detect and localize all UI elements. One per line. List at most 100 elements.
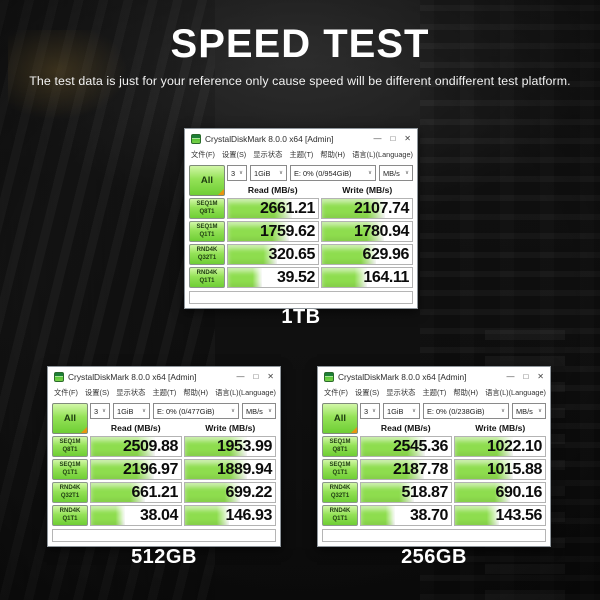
write-column-header: Write (MB/s) [475,423,526,433]
result-bar [185,483,240,502]
result-bar [228,199,293,218]
maximize-button[interactable]: □ [523,371,529,381]
minimize-button[interactable]: — [506,371,515,381]
test-type-line1: SEQ1M [59,461,81,468]
all-tests-button[interactable]: All [189,165,225,196]
close-button[interactable]: ✕ [267,371,274,381]
test-type-button[interactable]: SEQ1M Q8T1 [322,436,358,457]
chevron-down-icon: ∨ [537,408,542,414]
page-title: SPEED TEST [170,22,430,66]
menu-file[interactable]: 文件(F) [54,388,78,397]
result-row-rnd4k-q1t1: RND4K Q1T1 38.70 143.56 [322,505,546,526]
crystaldiskmark-window-512gb: CrystalDiskMark 8.0.0 x64 [Admin] — □ ✕ … [47,366,281,547]
test-type-button[interactable]: SEQ1M Q1T1 [189,221,225,242]
menu-file[interactable]: 文件(F) [324,388,348,397]
test-type-button[interactable]: RND4K Q1T1 [322,505,358,526]
test-type-line2: Q1T1 [62,469,78,476]
test-type-button[interactable]: RND4K Q32T1 [52,482,88,503]
window-title: CrystalDiskMark 8.0.0 x64 [Admin] [205,133,334,144]
all-tests-button[interactable]: All [322,403,358,434]
status-bar [52,529,276,542]
test-size-select[interactable]: 1GiB ∨ [250,165,287,181]
menu-help[interactable]: 帮助(H) [183,388,209,397]
read-result-cell: 518.87 [360,482,452,503]
chevron-down-icon: ∨ [411,408,416,414]
test-type-button[interactable]: SEQ1M Q8T1 [52,436,88,457]
maximize-button[interactable]: □ [253,371,259,381]
result-row-seq1m-q1t1: SEQ1M Q1T1 2187.78 1015.88 [322,459,546,480]
menu-language[interactable]: 语言(L)(Language) [215,388,276,397]
test-size-select[interactable]: 1GiB ∨ [113,403,150,419]
test-type-button[interactable]: RND4K Q32T1 [322,482,358,503]
drive-select[interactable]: E: 0% (0/238GiB) ∨ [423,403,509,419]
menu-theme[interactable]: 主题(T) [422,388,447,397]
write-value: 1953.99 [216,437,272,455]
close-button[interactable]: ✕ [404,133,411,143]
test-count-select[interactable]: 3 ∨ [90,403,110,419]
result-bar [91,460,154,479]
result-bar [185,506,229,525]
maximize-button[interactable]: □ [390,133,396,143]
read-result-cell: 38.04 [90,505,182,526]
test-type-button[interactable]: RND4K Q1T1 [52,505,88,526]
result-bar [91,483,146,502]
toolbar: All 3 ∨ 1GiB ∨ E: 0% (0/238GiB) ∨ MB/s ∨ Rea… [322,403,546,436]
chevron-down-icon: ∨ [230,408,235,414]
chevron-down-icon: ∨ [500,408,505,414]
test-type-button[interactable]: SEQ1M Q1T1 [52,459,88,480]
minimize-button[interactable]: — [236,371,245,381]
capacity-label-1tb: 1TB [281,306,321,328]
result-bar [228,222,290,241]
test-type-button[interactable]: RND4K Q32T1 [189,244,225,265]
write-result-cell: 699.22 [184,482,276,503]
test-type-button[interactable]: RND4K Q1T1 [189,267,225,288]
test-type-button[interactable]: SEQ1M Q8T1 [189,198,225,219]
result-bar [455,437,513,456]
test-size-value: 1GiB [117,406,134,416]
read-result-cell: 2187.78 [360,459,452,480]
result-row-seq1m-q1t1: SEQ1M Q1T1 1759.62 1780.94 [189,221,413,242]
menu-view-status[interactable]: 显示状态 [253,150,283,159]
result-bar [228,245,278,264]
read-value: 2545.36 [392,437,448,455]
menu-settings[interactable]: 设置(S) [84,388,110,397]
result-bar [228,268,263,287]
test-type-button[interactable]: SEQ1M Q1T1 [322,459,358,480]
menu-settings[interactable]: 设置(S) [221,150,247,159]
write-result-cell: 164.11 [321,267,413,288]
write-value: 146.93 [225,506,272,524]
menu-help[interactable]: 帮助(H) [320,150,346,159]
test-count-select[interactable]: 3 ∨ [227,165,247,181]
menu-settings[interactable]: 设置(S) [354,388,380,397]
close-button[interactable]: ✕ [537,371,544,381]
menu-language[interactable]: 语言(L)(Language) [352,150,413,159]
write-result-cell: 1889.94 [184,459,276,480]
read-column-header: Read (MB/s) [247,185,298,195]
page-subtitle: The test data is just for your reference… [29,74,571,88]
write-result-cell: 146.93 [184,505,276,526]
test-type-line1: RND4K [196,269,218,276]
result-bar [185,460,247,479]
menu-help[interactable]: 帮助(H) [453,388,479,397]
unit-select[interactable]: MB/s ∨ [379,165,413,181]
menu-view-status[interactable]: 显示状态 [386,388,416,397]
menu-theme[interactable]: 主题(T) [152,388,177,397]
window-titlebar: CrystalDiskMark 8.0.0 x64 [Admin] — □ ✕ [48,367,280,386]
drive-select[interactable]: E: 0% (0/954GiB) ∨ [290,165,376,181]
unit-value: MB/s [383,168,400,178]
minimize-button[interactable]: — [373,133,382,143]
unit-select[interactable]: MB/s ∨ [242,403,276,419]
result-bar [91,506,126,525]
result-row-rnd4k-q1t1: RND4K Q1T1 38.04 146.93 [52,505,276,526]
test-size-select[interactable]: 1GiB ∨ [383,403,420,419]
write-value: 690.16 [495,483,542,501]
menu-language[interactable]: 语言(L)(Language) [485,388,546,397]
menu-file[interactable]: 文件(F) [191,150,215,159]
window-title: CrystalDiskMark 8.0.0 x64 [Admin] [68,371,197,382]
menu-theme[interactable]: 主题(T) [289,150,314,159]
unit-select[interactable]: MB/s ∨ [512,403,546,419]
drive-select[interactable]: E: 0% (0/477GiB) ∨ [153,403,239,419]
test-count-select[interactable]: 3 ∨ [360,403,380,419]
all-tests-button[interactable]: All [52,403,88,434]
menu-view-status[interactable]: 显示状态 [116,388,146,397]
